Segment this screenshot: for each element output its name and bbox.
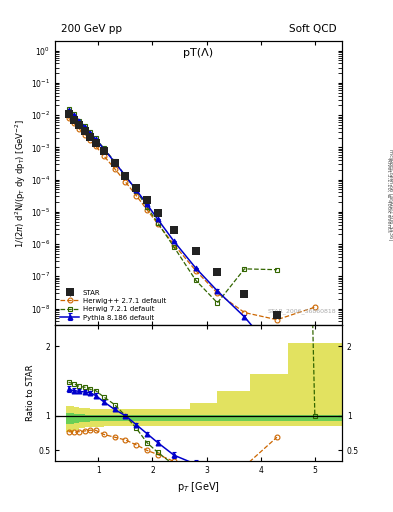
Text: STAR_2006_S6860818: STAR_2006_S6860818 bbox=[268, 308, 336, 314]
Herwig 7.2.1 default bbox=[275, 267, 279, 273]
Herwig 7.2.1 default bbox=[172, 244, 176, 250]
Herwig++ 2.7.1 default bbox=[242, 309, 247, 315]
Line: Herwig++ 2.7.1 default: Herwig++ 2.7.1 default bbox=[66, 116, 317, 322]
Herwig++ 2.7.1 default bbox=[77, 126, 82, 132]
Herwig++ 2.7.1 default bbox=[72, 120, 76, 126]
Herwig 7.2.1 default bbox=[77, 117, 82, 123]
X-axis label: p$_T$ [GeV]: p$_T$ [GeV] bbox=[177, 480, 220, 494]
Herwig 7.2.1 default bbox=[66, 106, 71, 112]
Herwig++ 2.7.1 default bbox=[275, 316, 279, 323]
Y-axis label: 1/(2$\pi$) d$^2$N/(p$_{\rm T}$ dy dp$_{\rm T}$) [GeV$^{-2}$]: 1/(2$\pi$) d$^2$N/(p$_{\rm T}$ dy dp$_{\… bbox=[14, 119, 28, 248]
Text: 200 GeV pp: 200 GeV pp bbox=[61, 24, 122, 34]
Herwig++ 2.7.1 default bbox=[93, 143, 98, 149]
Herwig 7.2.1 default bbox=[156, 220, 160, 226]
Herwig 7.2.1 default bbox=[123, 173, 128, 179]
Herwig 7.2.1 default bbox=[193, 277, 198, 283]
Herwig++ 2.7.1 default bbox=[101, 153, 106, 159]
Herwig++ 2.7.1 default bbox=[156, 221, 160, 227]
Herwig++ 2.7.1 default bbox=[88, 137, 93, 143]
Legend: STAR, Herwig++ 2.7.1 default, Herwig 7.2.1 default, Pythia 8.186 default: STAR, Herwig++ 2.7.1 default, Herwig 7.2… bbox=[59, 288, 167, 322]
Herwig 7.2.1 default bbox=[88, 130, 93, 136]
Herwig++ 2.7.1 default bbox=[145, 207, 149, 213]
Line: Herwig 7.2.1 default: Herwig 7.2.1 default bbox=[66, 106, 279, 305]
Text: Soft QCD: Soft QCD bbox=[288, 24, 336, 34]
Herwig 7.2.1 default bbox=[83, 123, 87, 130]
Text: mcplots.cern.ch [arXiv:1306.3436]: mcplots.cern.ch [arXiv:1306.3436] bbox=[387, 149, 393, 240]
Y-axis label: Ratio to STAR: Ratio to STAR bbox=[26, 365, 35, 421]
Text: pT(Λ): pT(Λ) bbox=[184, 48, 213, 58]
Herwig 7.2.1 default bbox=[215, 300, 220, 306]
Herwig++ 2.7.1 default bbox=[134, 193, 139, 199]
Herwig 7.2.1 default bbox=[112, 158, 117, 164]
Herwig++ 2.7.1 default bbox=[312, 304, 317, 310]
Herwig++ 2.7.1 default bbox=[66, 115, 71, 121]
Herwig 7.2.1 default bbox=[242, 266, 247, 272]
Herwig++ 2.7.1 default bbox=[215, 290, 220, 296]
Herwig++ 2.7.1 default bbox=[123, 179, 128, 185]
Text: Rivet 3.1.10, ≥ 400k events: Rivet 3.1.10, ≥ 400k events bbox=[386, 158, 391, 231]
Herwig++ 2.7.1 default bbox=[193, 268, 198, 274]
Herwig++ 2.7.1 default bbox=[172, 242, 176, 248]
Herwig 7.2.1 default bbox=[134, 188, 139, 194]
Herwig 7.2.1 default bbox=[72, 112, 76, 118]
Herwig++ 2.7.1 default bbox=[112, 165, 117, 172]
Herwig 7.2.1 default bbox=[145, 204, 149, 210]
Herwig 7.2.1 default bbox=[101, 145, 106, 151]
Herwig++ 2.7.1 default bbox=[83, 132, 87, 138]
Herwig 7.2.1 default bbox=[93, 135, 98, 141]
